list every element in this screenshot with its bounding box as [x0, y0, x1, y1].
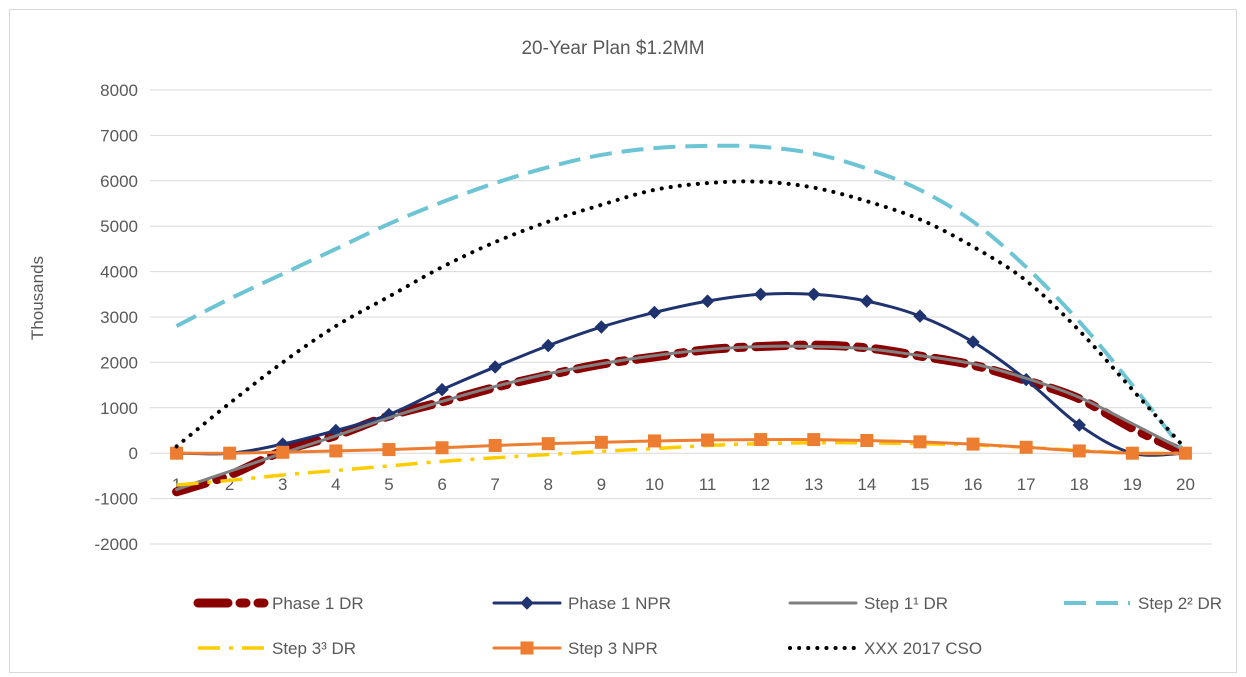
phase-1-npr-point — [488, 360, 502, 374]
legend-item-phase-1-dr: Phase 1 DR — [193, 594, 364, 613]
step-3-npr-point — [860, 433, 874, 447]
step-3-npr-point — [1125, 446, 1139, 460]
phase-1-npr-point — [647, 305, 662, 320]
step-3-npr-point — [1072, 444, 1086, 458]
y-tick-label: 0 — [129, 444, 138, 463]
series-lines — [169, 143, 1193, 497]
phase-1-npr-point — [860, 294, 874, 308]
gridlines — [150, 89, 1212, 545]
legend-item-xxx-2017-cso: XXX 2017 CSO — [788, 639, 982, 658]
legend-label: XXX 2017 CSO — [864, 639, 982, 658]
series-line-step-2-dr — [175, 143, 1188, 455]
series-xxx-2017-cso — [174, 179, 1188, 451]
step-3-npr-point — [754, 433, 768, 447]
legend-point — [520, 641, 534, 655]
x-tick-label: 7 — [490, 475, 499, 494]
phase-1-npr-point — [966, 335, 980, 349]
phase-1-npr-point — [753, 287, 768, 302]
step-3-npr-point — [435, 441, 449, 455]
x-tick-label: 9 — [597, 475, 606, 494]
legend-item-step-3-dr: Step 3³ DR — [198, 639, 356, 658]
phase-1-npr-point — [807, 287, 821, 302]
legend-label: Step 3³ DR — [272, 639, 356, 658]
legend-point — [520, 596, 534, 610]
y-tick-label: -2000 — [95, 535, 138, 554]
x-tick-label: 4 — [331, 475, 340, 494]
x-tick-label: 15 — [910, 475, 929, 494]
legend-label: Step 3 NPR — [568, 639, 658, 658]
y-tick-label: 3000 — [100, 308, 138, 327]
y-tick-label: 1000 — [100, 399, 138, 418]
step-3-npr-point — [488, 438, 502, 452]
x-tick-label: 8 — [544, 475, 553, 494]
step-3-npr-point — [382, 443, 396, 457]
step-3-npr-point — [807, 433, 821, 447]
x-tick-label: 5 — [384, 475, 393, 494]
step-3-npr-point — [966, 437, 980, 451]
step-3-npr-point — [170, 446, 184, 460]
step-3-npr-point — [223, 446, 237, 460]
y-tick-label: 4000 — [100, 263, 138, 282]
series-step-1-dr — [175, 344, 1187, 492]
x-tick-label: 13 — [804, 475, 823, 494]
step-3-npr-point — [913, 435, 927, 449]
chart-frame: 20-Year Plan $1.2MM -2000 -1000 0 1000 2000 3… — [9, 9, 1237, 673]
phase-1-npr-point — [913, 309, 927, 323]
x-tick-label: 11 — [699, 475, 717, 494]
series-phase-1-npr — [169, 287, 1193, 460]
y-tick-label: 7000 — [100, 126, 138, 145]
y-axis-label: Thousands — [28, 256, 47, 340]
step-3-npr-point — [594, 435, 608, 449]
series-step-2-dr — [175, 143, 1188, 455]
x-tick-label: 2 — [225, 475, 234, 494]
y-tick-label: 2000 — [100, 353, 138, 372]
legend-label: Step 1¹ DR — [864, 594, 948, 613]
series-line-phase-1-npr — [175, 291, 1187, 457]
series-step-3-npr — [170, 433, 1192, 460]
x-tick-label: 3 — [278, 475, 287, 494]
y-axis-ticks: -2000 -1000 0 1000 2000 3000 4000 5000 6000 7000 8… — [95, 81, 138, 554]
series-line-step-1-dr — [175, 344, 1187, 492]
legend-label: Phase 1 NPR — [568, 594, 671, 613]
x-tick-label: 12 — [751, 475, 770, 494]
y-tick-label: 8000 — [100, 81, 138, 100]
step-3-npr-point — [276, 445, 290, 459]
x-tick-label: 17 — [1017, 475, 1036, 494]
phase-1-npr-point — [594, 320, 609, 334]
legend-item-step-1-dr: Step 1¹ DR — [788, 594, 948, 613]
phase-1-npr-point — [541, 338, 555, 353]
step-3-npr-point — [1019, 440, 1033, 454]
line-chart: 20-Year Plan $1.2MM -2000 -1000 0 1000 2000 3… — [28, 38, 1222, 658]
step-3-npr-point — [329, 444, 343, 458]
step-3-npr-point — [1178, 446, 1192, 460]
phase-1-npr-point — [1072, 418, 1086, 432]
y-tick-label: 6000 — [100, 172, 138, 191]
x-axis-ticks: 1 2 3 4 5 6 7 8 9 10 11 12 13 14 15 16 17 18 19 20 — [172, 475, 1195, 494]
legend-item-phase-1-npr: Phase 1 NPR — [492, 594, 671, 613]
step-3-npr-point — [647, 434, 661, 448]
x-tick-label: 10 — [645, 475, 664, 494]
x-tick-label: 14 — [857, 475, 876, 494]
x-tick-label: 20 — [1176, 475, 1195, 494]
legend-item-step-2-dr: Step 2² DR — [1064, 594, 1222, 613]
y-tick-label: 5000 — [100, 217, 138, 236]
phase-1-npr-point — [700, 294, 715, 308]
legend-item-step-3-npr: Step 3 NPR — [492, 639, 658, 658]
chart-title: 20-Year Plan $1.2MM — [521, 38, 704, 59]
legend-label: Step 2² DR — [1138, 594, 1222, 613]
legend: Phase 1 DR Phase 1 NPR Step 1¹ DR Step 2² D… — [193, 594, 1222, 658]
phase-1-npr-point — [435, 382, 449, 397]
x-tick-label: 18 — [1070, 475, 1089, 494]
x-tick-label: 6 — [437, 475, 446, 494]
step-3-npr-point — [541, 437, 555, 451]
x-tick-label: 19 — [1123, 475, 1142, 494]
x-tick-label: 16 — [964, 475, 983, 494]
series-line-xxx-2017-cso — [174, 179, 1188, 451]
y-tick-label: -1000 — [95, 490, 138, 509]
legend-label: Phase 1 DR — [272, 594, 364, 613]
step-3-npr-point — [701, 433, 715, 447]
